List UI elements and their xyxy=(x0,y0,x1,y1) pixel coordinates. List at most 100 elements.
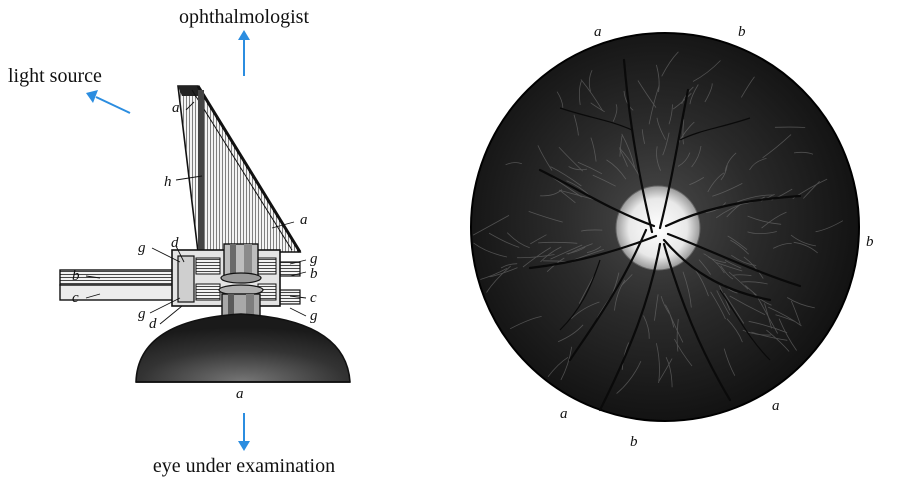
nerve-fiber-stroke xyxy=(621,342,630,370)
nerve-fiber-stroke xyxy=(560,346,573,381)
nerve-fiber-stroke xyxy=(761,211,787,229)
nerve-fiber-stroke xyxy=(764,303,773,329)
nerve-fiber-stroke xyxy=(556,91,564,108)
nerve-fiber-stroke xyxy=(550,244,583,260)
nerve-fiber-stroke xyxy=(612,104,618,122)
nerve-fiber-stroke xyxy=(741,281,768,285)
nerve-fiber-stroke xyxy=(660,296,670,314)
nerve-fiber-stroke xyxy=(577,161,603,175)
retinal-vessels-fine xyxy=(559,107,771,361)
nerve-fiber-stroke xyxy=(619,148,628,167)
eyepiece-dome xyxy=(135,313,351,383)
nerve-fiber-stroke xyxy=(547,356,569,377)
nerve-fiber-stroke xyxy=(623,90,634,111)
nerve-fiber-stroke xyxy=(747,215,782,225)
nerve-fiber-stroke xyxy=(707,256,727,264)
nerve-fiber-stroke xyxy=(705,202,727,213)
fundus-letter-a-bottom-left: a xyxy=(560,406,568,422)
nerve-fiber-stroke xyxy=(592,174,616,187)
nerve-fiber-stroke xyxy=(682,119,685,145)
nerve-fiber-stroke xyxy=(778,318,797,351)
nerve-fiber-stroke xyxy=(537,145,553,171)
nerve-fiber-stroke xyxy=(707,172,725,193)
nerve-fiber-stroke xyxy=(790,234,816,247)
nerve-fiber-stroke xyxy=(658,358,673,382)
nerve-fiber-stroke xyxy=(472,215,510,236)
nerve-fiber-stroke xyxy=(756,295,778,334)
nerve-fiber-stroke xyxy=(522,247,552,268)
nerve-fiber-stroke xyxy=(480,268,508,280)
nerve-fiber-stroke xyxy=(486,265,511,293)
apparatus-letter-d-upper: d xyxy=(171,235,179,251)
nerve-fiber-stroke xyxy=(656,64,660,92)
nerve-fiber-stroke xyxy=(726,318,743,343)
nerve-fiber-stroke xyxy=(648,84,660,125)
nerve-fiber-stroke xyxy=(509,316,542,330)
nerve-fiber-stroke xyxy=(500,263,518,269)
nerve-fiber-stroke xyxy=(656,146,661,171)
nerve-fiber-stroke xyxy=(540,246,562,263)
nerve-fiber-stroke xyxy=(689,177,705,186)
nerve-fiber-stroke xyxy=(740,76,755,98)
nerve-fiber-stroke xyxy=(698,259,711,275)
nerve-fiber-stroke xyxy=(573,114,579,136)
nerve-fiber-stroke xyxy=(691,145,702,168)
nerve-fiber-stroke xyxy=(749,158,767,171)
leader-lines xyxy=(85,101,307,325)
apparatus-letter-g-upper-left: g xyxy=(138,240,146,256)
nerve-fiber-stroke xyxy=(744,285,757,296)
arrow-to-ophthalmologist xyxy=(238,30,250,76)
nerve-fiber-stroke xyxy=(661,51,679,77)
nerve-fiber-stroke xyxy=(538,241,578,244)
nerve-fiber-stroke xyxy=(488,232,520,248)
label-light-source: light source xyxy=(8,65,102,87)
fundus-letter-a-top-left: a xyxy=(594,24,602,40)
apparatus-letter-b-left: b xyxy=(72,268,80,284)
apparatus-letter-g-lower-left: g xyxy=(138,306,146,322)
lens-housing xyxy=(171,243,281,327)
apparatus-letter-a-top: a xyxy=(172,100,180,116)
nerve-fiber-stroke xyxy=(557,324,584,343)
nerve-fiber-stroke xyxy=(643,315,650,339)
nerve-fiber-stroke xyxy=(689,84,699,105)
nerve-fiber-stroke xyxy=(723,292,745,324)
apparatus-letter-base: a xyxy=(236,386,244,402)
apparatus-letter-g-upper-right: g xyxy=(310,251,318,267)
nerve-fiber-stroke xyxy=(530,234,547,245)
nerve-fiber-stroke xyxy=(586,246,602,253)
nerve-fiber-texture xyxy=(472,51,844,394)
nerve-fiber-stroke xyxy=(682,271,692,308)
label-eye-under-examination: eye under examination xyxy=(153,455,335,477)
apparatus-letter-a-mirror: a xyxy=(300,212,308,228)
apparatus-letter-d-lower: d xyxy=(149,316,157,332)
nerve-fiber-stroke xyxy=(716,290,731,316)
nerve-fiber-stroke xyxy=(737,194,774,203)
nerve-fiber-stroke xyxy=(641,129,645,144)
ophthalmoscope-apparatus: a h a g d b c g d g b c g a xyxy=(59,85,351,402)
arrow-to-light-source xyxy=(86,90,131,114)
nerve-fiber-stroke xyxy=(815,220,844,233)
fundus-letter-b-right: b xyxy=(866,234,874,250)
nerve-fiber-stroke xyxy=(662,132,670,156)
nerve-fiber-stroke xyxy=(637,80,657,108)
nerve-fiber-stroke xyxy=(588,70,593,92)
arrow-to-eye xyxy=(238,413,250,451)
nerve-fiber-stroke xyxy=(729,295,766,316)
fundus-letter-b-bottom: b xyxy=(630,434,638,450)
nerve-fiber-stroke xyxy=(676,319,679,352)
nerve-fiber-stroke xyxy=(590,137,597,162)
nerve-fiber-stroke xyxy=(768,306,802,327)
nerve-fiber-stroke xyxy=(578,81,582,105)
nerve-fiber-stroke xyxy=(580,79,604,112)
nerve-fiber-stroke xyxy=(723,348,736,376)
apparatus-letter-b-right: b xyxy=(310,266,318,282)
nerve-fiber-stroke xyxy=(550,166,582,187)
nerve-fiber-stroke xyxy=(581,229,603,232)
nerve-fiber-stroke xyxy=(730,239,749,255)
apparatus-letter-c-left: c xyxy=(72,290,79,306)
nerve-fiber-stroke xyxy=(703,253,725,274)
fundus-letter-a-bottom-right: a xyxy=(772,398,780,414)
nerve-fiber-stroke xyxy=(710,291,726,320)
nerve-fiber-stroke xyxy=(786,297,815,309)
nerve-fiber-stroke xyxy=(656,117,666,140)
